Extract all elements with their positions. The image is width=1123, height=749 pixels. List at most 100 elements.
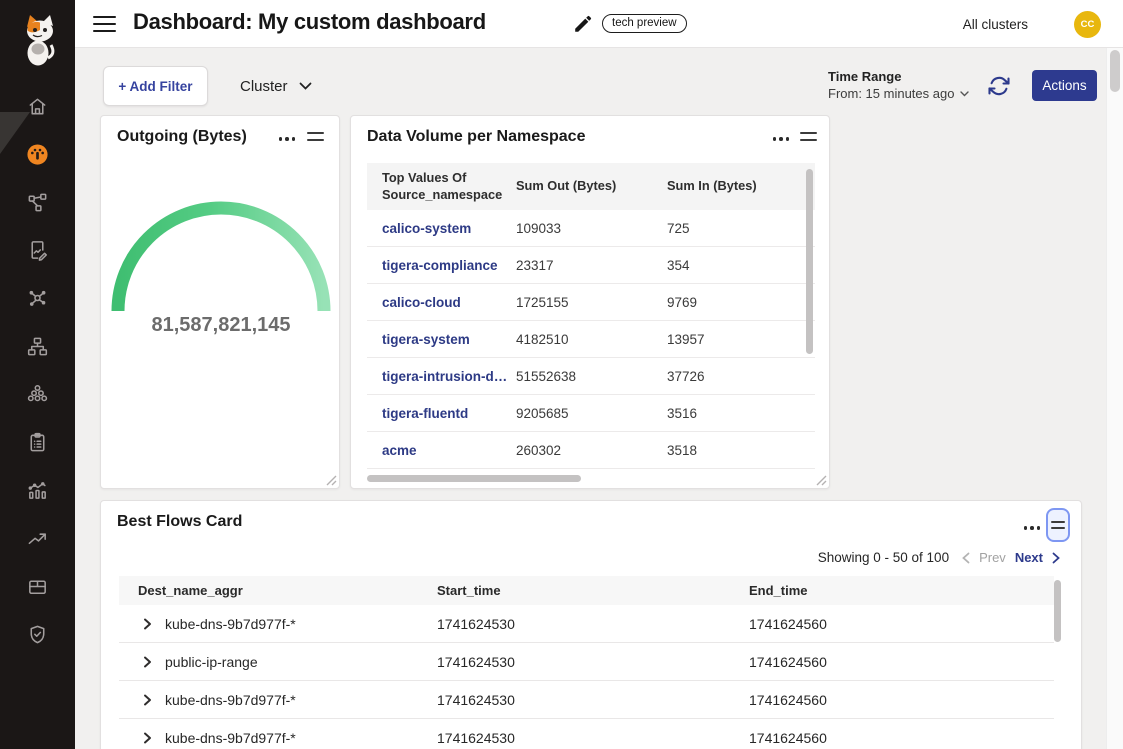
expand-row-toggle[interactable]: kube-dns-9b7d977f-* xyxy=(119,616,437,632)
sidebar-nav xyxy=(0,82,75,658)
namespace-link[interactable]: tigera-intrusion-d… xyxy=(367,369,516,384)
expand-row-toggle[interactable]: public-ip-range xyxy=(119,654,437,670)
sidebar-item-reports[interactable] xyxy=(0,226,75,274)
chevron-right-icon xyxy=(143,618,152,630)
cluster-selector[interactable]: All clusters xyxy=(963,17,1028,32)
sidebar xyxy=(0,0,75,749)
card-drag-handle[interactable] xyxy=(800,132,817,141)
data-volume-card: Data Volume per Namespace Top Values Of … xyxy=(350,115,830,489)
expand-row-toggle[interactable]: kube-dns-9b7d977f-* xyxy=(119,692,437,708)
sidebar-item-packages[interactable] xyxy=(0,562,75,610)
time-range: Time Range From: 15 minutes ago xyxy=(828,69,969,101)
avatar[interactable]: CC xyxy=(1074,11,1101,38)
vertical-scrollbar[interactable] xyxy=(806,169,813,354)
start-time: 1741624530 xyxy=(437,616,749,632)
sidebar-item-dashboards[interactable] xyxy=(0,130,75,178)
sidebar-item-service-graph[interactable] xyxy=(0,178,75,226)
refresh-button[interactable] xyxy=(987,74,1011,98)
clipboard-list-icon xyxy=(26,431,49,454)
sidebar-item-connections[interactable] xyxy=(0,274,75,322)
chevron-down-icon xyxy=(960,91,969,97)
shield-check-icon xyxy=(26,623,49,646)
dest-name: kube-dns-9b7d977f-* xyxy=(165,692,296,708)
time-range-label: Time Range xyxy=(828,69,969,84)
card-title: Best Flows Card xyxy=(117,513,242,531)
connections-hub-icon xyxy=(26,287,49,310)
sidebar-item-trends[interactable] xyxy=(0,514,75,562)
app-screen: Dashboard: My custom dashboard tech prev… xyxy=(0,0,1123,749)
actions-button[interactable]: Actions xyxy=(1032,70,1097,101)
table-row: kube-dns-9b7d977f-* 1741624530 174162456… xyxy=(119,681,1054,719)
end-time: 1741624560 xyxy=(749,616,1054,632)
namespace-link[interactable]: acme xyxy=(367,443,516,458)
sidebar-item-home[interactable] xyxy=(0,82,75,130)
table-header-row: Dest_name_aggr Start_time End_time xyxy=(119,576,1054,605)
chevron-right-icon[interactable] xyxy=(1052,552,1060,564)
namespace-link[interactable]: calico-system xyxy=(367,221,516,236)
column-header-namespace[interactable]: Top Values Of Source_namespace xyxy=(367,170,516,203)
sidebar-item-sitemap[interactable] xyxy=(0,322,75,370)
sum-in-value: 354 xyxy=(667,258,815,273)
best-flows-table: Dest_name_aggr Start_time End_time kube-… xyxy=(119,576,1054,749)
card-menu-button[interactable] xyxy=(1024,523,1041,533)
time-range-value[interactable]: From: 15 minutes ago xyxy=(828,86,969,101)
service-graph-icon xyxy=(26,191,49,214)
pencil-icon xyxy=(572,13,594,35)
end-time: 1741624560 xyxy=(749,730,1054,746)
start-time: 1741624530 xyxy=(437,692,749,708)
card-menu-button[interactable] xyxy=(279,134,296,144)
menu-icon[interactable] xyxy=(93,14,116,34)
namespace-link[interactable]: calico-cloud xyxy=(367,295,516,310)
edit-dashboard-button[interactable] xyxy=(572,13,594,35)
time-range-value-text: From: 15 minutes ago xyxy=(828,86,954,101)
start-time: 1741624530 xyxy=(437,730,749,746)
tech-preview-badge: tech preview xyxy=(602,14,687,33)
namespace-link[interactable]: tigera-fluentd xyxy=(367,406,516,421)
top-bar: Dashboard: My custom dashboard tech prev… xyxy=(75,0,1123,48)
sum-in-value: 37726 xyxy=(667,369,815,384)
column-header-dest[interactable]: Dest_name_aggr xyxy=(119,583,437,598)
sum-in-value: 13957 xyxy=(667,332,815,347)
page-scrollbar-thumb[interactable] xyxy=(1110,50,1120,92)
sum-in-value: 9769 xyxy=(667,295,815,310)
column-header-end[interactable]: End_time xyxy=(749,583,1054,598)
cluster-dropdown-label: Cluster xyxy=(240,78,288,95)
column-header-start[interactable]: Start_time xyxy=(437,583,749,598)
sidebar-item-security[interactable] xyxy=(0,610,75,658)
sidebar-item-workloads[interactable] xyxy=(0,370,75,418)
column-header-sum-out[interactable]: Sum Out (Bytes) xyxy=(516,178,667,195)
vertical-scrollbar[interactable] xyxy=(1054,580,1061,642)
chart-stats-icon xyxy=(26,479,49,502)
chevron-left-icon[interactable] xyxy=(962,552,970,564)
card-resize-handle[interactable] xyxy=(816,475,827,486)
package-box-icon xyxy=(26,575,49,598)
calico-cat-logo[interactable] xyxy=(14,12,60,68)
sidebar-item-compliance[interactable] xyxy=(0,418,75,466)
topbar-right: All clusters CC xyxy=(963,0,1101,48)
dashboard-icon xyxy=(26,143,49,166)
horizontal-scrollbar[interactable] xyxy=(367,475,581,482)
card-menu-button[interactable] xyxy=(773,134,790,144)
sidebar-item-statistics[interactable] xyxy=(0,466,75,514)
page-title: Dashboard: My custom dashboard xyxy=(133,9,486,35)
add-filter-button[interactable]: + Add Filter xyxy=(103,66,208,106)
prev-page-button[interactable]: Prev xyxy=(979,550,1006,565)
sum-out-value: 109033 xyxy=(516,221,667,236)
card-drag-handle-focused[interactable] xyxy=(1046,508,1070,542)
next-page-button[interactable]: Next xyxy=(1015,550,1043,565)
sum-in-value: 3518 xyxy=(667,443,815,458)
column-header-sum-in[interactable]: Sum In (Bytes) xyxy=(667,178,815,195)
table-row: kube-dns-9b7d977f-* 1741624530 174162456… xyxy=(119,605,1054,643)
trend-arrow-icon xyxy=(26,527,49,550)
card-resize-handle[interactable] xyxy=(326,475,337,486)
sum-out-value: 9205685 xyxy=(516,406,667,421)
card-drag-handle[interactable] xyxy=(307,132,324,141)
namespace-link[interactable]: tigera-system xyxy=(367,332,516,347)
sitemap-icon xyxy=(26,335,49,358)
end-time: 1741624560 xyxy=(749,654,1054,670)
expand-row-toggle[interactable]: kube-dns-9b7d977f-* xyxy=(119,730,437,746)
sum-in-value: 725 xyxy=(667,221,815,236)
cluster-dropdown[interactable]: Cluster xyxy=(240,74,312,98)
namespace-link[interactable]: tigera-compliance xyxy=(367,258,516,273)
table-header-row: Top Values Of Source_namespace Sum Out (… xyxy=(367,163,815,210)
